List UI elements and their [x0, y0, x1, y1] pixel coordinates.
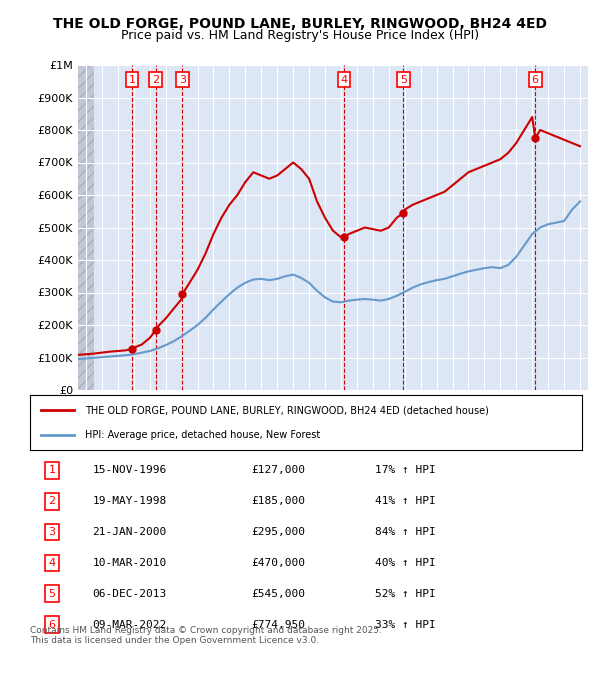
Text: 4: 4	[49, 558, 56, 568]
Text: 15-NOV-1996: 15-NOV-1996	[92, 465, 166, 475]
Text: 33% ↑ HPI: 33% ↑ HPI	[375, 619, 436, 630]
Text: 6: 6	[532, 75, 539, 84]
Text: HPI: Average price, detached house, New Forest: HPI: Average price, detached house, New …	[85, 430, 320, 439]
Text: 3: 3	[49, 527, 56, 537]
Text: 21-JAN-2000: 21-JAN-2000	[92, 527, 166, 537]
Text: £774,950: £774,950	[251, 619, 305, 630]
Text: 09-MAR-2022: 09-MAR-2022	[92, 619, 166, 630]
Text: £295,000: £295,000	[251, 527, 305, 537]
Text: 06-DEC-2013: 06-DEC-2013	[92, 589, 166, 599]
Text: THE OLD FORGE, POUND LANE, BURLEY, RINGWOOD, BH24 4ED: THE OLD FORGE, POUND LANE, BURLEY, RINGW…	[53, 17, 547, 31]
Text: Price paid vs. HM Land Registry's House Price Index (HPI): Price paid vs. HM Land Registry's House …	[121, 29, 479, 42]
Text: 1: 1	[49, 465, 56, 475]
Text: £470,000: £470,000	[251, 558, 305, 568]
Text: 40% ↑ HPI: 40% ↑ HPI	[375, 558, 436, 568]
Text: 4: 4	[340, 75, 347, 84]
Text: 3: 3	[179, 75, 186, 84]
Text: THE OLD FORGE, POUND LANE, BURLEY, RINGWOOD, BH24 4ED (detached house): THE OLD FORGE, POUND LANE, BURLEY, RINGW…	[85, 405, 489, 415]
Text: 19-MAY-1998: 19-MAY-1998	[92, 496, 166, 506]
Text: 17% ↑ HPI: 17% ↑ HPI	[375, 465, 436, 475]
Text: Contains HM Land Registry data © Crown copyright and database right 2025.
This d: Contains HM Land Registry data © Crown c…	[30, 626, 382, 645]
Text: 84% ↑ HPI: 84% ↑ HPI	[375, 527, 436, 537]
Text: £545,000: £545,000	[251, 589, 305, 599]
Text: 2: 2	[152, 75, 160, 84]
Text: 52% ↑ HPI: 52% ↑ HPI	[375, 589, 436, 599]
Text: 6: 6	[49, 619, 56, 630]
Text: 10-MAR-2010: 10-MAR-2010	[92, 558, 166, 568]
Text: 5: 5	[400, 75, 407, 84]
Text: 1: 1	[128, 75, 136, 84]
Text: £127,000: £127,000	[251, 465, 305, 475]
Text: 2: 2	[49, 496, 56, 506]
Text: 41% ↑ HPI: 41% ↑ HPI	[375, 496, 436, 506]
Text: £185,000: £185,000	[251, 496, 305, 506]
Bar	[78, 65, 94, 390]
Text: 5: 5	[49, 589, 56, 599]
